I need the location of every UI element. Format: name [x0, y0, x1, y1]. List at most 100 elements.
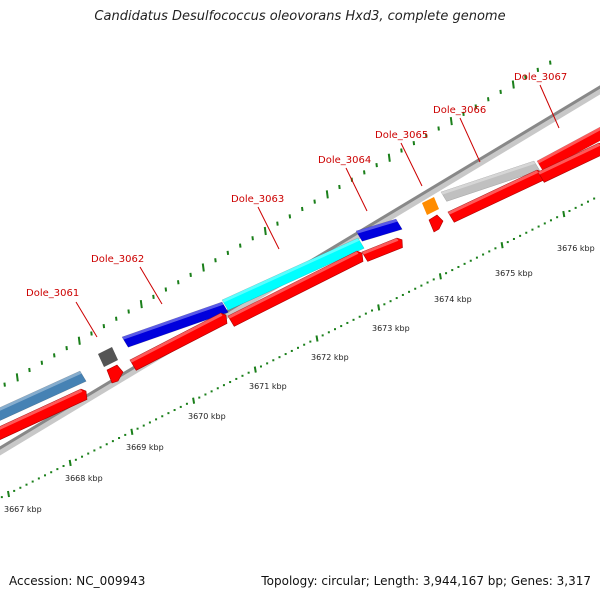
scale-minor-tick	[229, 381, 232, 384]
scale-minor-tick	[235, 377, 238, 380]
scale-major-tick	[130, 428, 134, 435]
scale-label-2: 3669 kbp	[126, 443, 164, 452]
scale-minor-tick	[525, 231, 528, 234]
scale-minor-tick	[334, 328, 337, 331]
scale-label-5: 3672 kbp	[311, 353, 349, 362]
scale-minor-tick	[259, 365, 262, 368]
scale-minor-tick	[371, 309, 374, 312]
outer-tick	[524, 75, 527, 80]
cds-arrow-6[interactable]	[537, 142, 600, 183]
scale-minor-tick	[13, 489, 16, 492]
cds-arrow-1[interactable]	[0, 388, 88, 442]
gene-label-dole_3061[interactable]: Dole_3061	[26, 288, 79, 299]
accession-text: Accession: NC_009943	[9, 574, 146, 588]
scale-minor-tick	[296, 346, 299, 349]
outer-tick	[139, 300, 143, 309]
gene-label-dole_3065[interactable]: Dole_3065	[375, 130, 428, 141]
scale-minor-tick	[25, 483, 28, 486]
gene-bar-dole_3067[interactable]	[536, 126, 600, 172]
scale-minor-tick	[284, 353, 287, 356]
outer-tick	[412, 140, 416, 146]
scale-minor-tick	[340, 325, 343, 328]
scale-minor-tick	[512, 237, 515, 240]
gene-leader-line	[75, 301, 98, 338]
scale-label-7: 3674 kbp	[434, 295, 472, 304]
gene-bar-dole_3064[interactable]	[355, 218, 403, 242]
outer-tick	[338, 184, 341, 190]
scale-minor-tick	[309, 340, 312, 343]
cds-arrow-small-1[interactable]	[106, 364, 124, 384]
scale-minor-tick	[401, 293, 404, 296]
outer-tick	[40, 360, 44, 365]
scale-major-tick	[562, 210, 566, 218]
label-layer: Dole_3061 Dole_3062 Dole_3063 Dole_3064 Dole…	[26, 72, 567, 338]
scale-minor-tick	[352, 318, 355, 321]
outer-tick	[15, 373, 19, 382]
scale-label-6: 3673 kbp	[372, 324, 410, 333]
genome-title: Candidatus Desulfococcus oleovorans Hxd3…	[94, 9, 506, 24]
scale-minor-tick	[50, 471, 53, 474]
scale-minor-tick	[586, 200, 589, 203]
scale-minor-tick	[44, 474, 47, 477]
outer-tick	[77, 336, 81, 345]
gene-bar-highlight	[222, 238, 360, 303]
gene-label-dole_3063[interactable]: Dole_3063	[231, 194, 284, 205]
scale-minor-tick	[389, 300, 392, 303]
scale-minor-tick	[19, 486, 22, 489]
scale-minor-tick	[241, 374, 244, 377]
outer-tick	[53, 353, 56, 358]
scale-minor-tick	[247, 371, 250, 374]
scale-minor-tick	[204, 393, 207, 396]
cds-highlight	[538, 143, 600, 175]
gene-bar-dole_3066[interactable]	[440, 160, 541, 202]
scale-minor-tick	[358, 315, 361, 318]
feature-layer	[0, 126, 600, 442]
gene-label-dole_3064[interactable]: Dole_3064	[318, 155, 371, 166]
scale-minor-tick	[0, 496, 3, 499]
scale-label-4: 3671 kbp	[249, 382, 287, 391]
cds-arrow-2[interactable]	[129, 312, 228, 371]
outer-tick	[549, 60, 552, 65]
scale-minor-tick	[216, 387, 219, 390]
outer-tick	[487, 97, 490, 102]
outer-tick	[239, 243, 242, 248]
gene-marker-dole_3065[interactable]	[422, 197, 439, 215]
scale-minor-tick	[408, 290, 411, 293]
outer-tick	[363, 170, 366, 175]
scale-major-tick	[500, 242, 504, 249]
gene-bar-dole_3062[interactable]	[121, 301, 229, 348]
scale-minor-tick	[426, 281, 429, 284]
outer-tick	[65, 345, 68, 351]
scale-minor-tick	[580, 203, 583, 206]
gene-bar-dole_3061[interactable]	[0, 370, 87, 422]
scale-minor-tick	[185, 402, 188, 405]
gene-label-dole_3067[interactable]: Dole_3067	[514, 72, 567, 83]
outer-tick	[102, 323, 106, 329]
gene-marker-dole_3061[interactable]	[98, 347, 118, 367]
outer-tick	[201, 263, 205, 272]
scale-minor-tick	[451, 269, 454, 272]
cds-arrow-4[interactable]	[361, 237, 403, 262]
gene-label-dole_3066[interactable]: Dole_3066	[433, 105, 486, 116]
outer-tick	[301, 206, 304, 212]
scale-minor-tick	[568, 209, 571, 212]
gene-label-dole_3062[interactable]: Dole_3062	[91, 254, 144, 265]
outer-tick	[325, 190, 329, 199]
outer-tick	[449, 117, 453, 126]
scale-minor-tick	[346, 321, 349, 324]
scale-minor-tick	[62, 465, 65, 468]
scale-minor-tick	[105, 443, 108, 446]
cds-arrow-3[interactable]	[227, 250, 364, 327]
gene-bar-dole_3063[interactable]	[221, 237, 365, 311]
scale-minor-tick	[463, 262, 466, 265]
scale-minor-tick	[87, 452, 90, 455]
cds-highlight	[448, 170, 539, 215]
scale-minor-tick	[266, 362, 269, 365]
cds-arrow-small-2[interactable]	[428, 214, 444, 233]
scale-major-tick	[253, 366, 257, 373]
gene-bar-highlight	[441, 161, 536, 195]
scale-minor-tick	[142, 424, 145, 427]
outer-tick	[387, 153, 391, 162]
outer-tick	[474, 104, 478, 109]
scale-minor-tick	[210, 390, 213, 393]
